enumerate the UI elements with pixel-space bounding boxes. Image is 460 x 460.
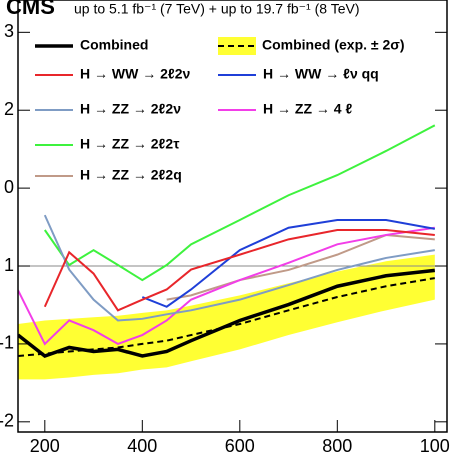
- expected-median: [18, 277, 435, 357]
- legend-label: H → ZZ → 2ℓ2τ: [80, 136, 180, 152]
- series-line: [43, 228, 435, 312]
- legend-swatch: [218, 37, 256, 55]
- series-line: [18, 226, 435, 346]
- expected-band: [18, 254, 435, 380]
- y-tick-label: 2: [4, 99, 14, 119]
- legend-label: H → WW → ℓν qq: [263, 66, 379, 82]
- series-line: [43, 214, 435, 322]
- y-tick-label: 1: [4, 255, 14, 275]
- frame: [17, 0, 448, 433]
- plot-area: [18, 124, 447, 380]
- series-line: [141, 218, 435, 308]
- series-line: [18, 268, 436, 358]
- x-tick-label: 100: [420, 436, 450, 456]
- x-tick-label: 800: [322, 436, 352, 456]
- legend-label: H → ZZ → 2ℓ2q: [80, 167, 182, 183]
- y-tick-label: 0: [4, 177, 14, 197]
- series-line: [43, 124, 436, 282]
- legend-label: H → WW → 2ℓ2ν: [80, 66, 191, 82]
- chart-title: CMS: [6, 0, 55, 19]
- legend-label: H → ZZ → 2ℓ2ν: [80, 101, 181, 117]
- y-tick-label: -2: [0, 411, 14, 431]
- chart-subtitle: up to 5.1 fb⁻¹ (7 TeV) + up to 19.7 fb⁻¹…: [74, 1, 359, 17]
- y-tick-label: -1: [0, 333, 14, 353]
- legend-label: Combined: [80, 37, 148, 53]
- legend-label: Combined (exp. ± 2σ): [262, 37, 405, 53]
- y-tick-label: 3: [4, 21, 14, 41]
- legend-label: H → ZZ → 4 ℓ: [263, 101, 352, 117]
- x-tick-label: 200: [30, 436, 60, 456]
- x-tick-label: 400: [127, 436, 157, 456]
- x-tick-label: 600: [225, 436, 255, 456]
